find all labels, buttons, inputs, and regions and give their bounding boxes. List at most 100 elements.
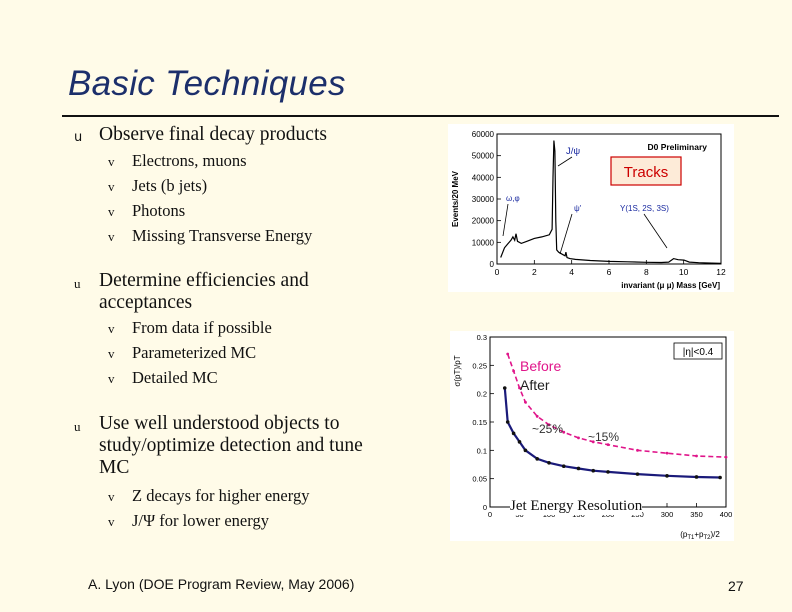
sub-list-efficiencies: v From data if possible v Parameterized MC…: [108, 316, 272, 391]
y-tick-label: 0.3: [477, 333, 487, 342]
annotation-15: ~15%: [588, 430, 619, 444]
x-tick-label: 400: [720, 510, 733, 519]
after-data-point: [535, 457, 539, 461]
list-item: v Parameterized MC: [108, 341, 272, 366]
before-data-point: [606, 443, 610, 447]
before-data-point: [562, 430, 566, 434]
jpsi-peak-label: J/ψ: [566, 146, 580, 157]
plot-frame: [496, 133, 722, 265]
after-data-point: [606, 470, 610, 474]
list-item: v Detailed MC: [108, 366, 272, 391]
x-tick-label: 0: [495, 267, 500, 277]
after-data-point: [635, 472, 640, 476]
eta-label: |η|<0.4: [683, 347, 714, 358]
tracks-box: [610, 156, 682, 186]
sub-list-observe: v Electrons, muons v Jets (b jets) v Photon…: [108, 149, 312, 249]
preliminary-label: D0 Preliminary: [647, 142, 707, 152]
list-item: v From data if possible: [108, 316, 272, 341]
x-tick-label: 4: [569, 267, 574, 277]
sub-bullet-icon: v: [108, 229, 115, 244]
list-item: v Electrons, muons: [108, 149, 312, 174]
x-tick-label: 6: [607, 267, 612, 277]
jpsi-arrow: [557, 156, 573, 167]
list-item: v J/Ψ for lower energy: [108, 509, 309, 534]
after-data-point: [547, 461, 551, 465]
x-axis-label: (pT1+pT2)/2: [680, 530, 720, 541]
x-tick-label: 0: [488, 510, 492, 519]
y-axis-label: Events/20 MeV: [451, 170, 460, 227]
bullet-efficiencies: u Determine efficiencies and acceptances: [74, 270, 359, 314]
before-data-point: [724, 455, 728, 459]
before-data-point: [512, 369, 515, 373]
y-tick-label: 0.1: [477, 446, 487, 455]
before-data-point: [636, 448, 639, 452]
y-tick-label: 40000: [472, 173, 495, 182]
before-data-point: [547, 423, 551, 427]
legend-after: After: [520, 377, 550, 393]
annotation-25: ~25%: [532, 422, 563, 436]
sub-bullet-icon: v: [108, 489, 115, 504]
after-data-point: [718, 475, 722, 480]
sub-bullet-icon: v: [108, 154, 115, 169]
x-axis-label: invariant (μ μ) Mass [GeV]: [621, 281, 720, 290]
after-data-point: [591, 468, 596, 473]
psi-prime-label: ψ': [574, 204, 582, 213]
list-item-text: J/Ψ for lower energy: [132, 511, 269, 530]
dimuon-mass-plot: 0 2 4 6 8 10 12 0 10000 20000 30000 40000 50000 60000…: [448, 124, 734, 292]
y-tick-label: 0: [483, 503, 487, 512]
upsilon-label: Υ(1S, 2S, 3S): [620, 204, 669, 213]
list-item: v Z decays for higher energy: [108, 484, 309, 509]
figure-caption: Jet Energy Resolution: [510, 498, 643, 515]
before-data-point: [524, 400, 527, 404]
after-data-point: [694, 475, 699, 479]
after-data-point: [665, 474, 669, 478]
x-tick-label: 12: [716, 267, 726, 277]
bullet-text: Use well understood objects to study/opt…: [99, 413, 363, 478]
y-tick-label: 50000: [472, 152, 495, 161]
y-tick-label: 0.25: [472, 361, 487, 370]
after-data-point: [523, 448, 528, 453]
sub-list-well-understood: v Z decays for higher energy v J/Ψ for low…: [108, 484, 309, 534]
list-item-text: Jets (b jets): [132, 176, 208, 195]
diamond-bullet-icon: u: [74, 130, 83, 145]
before-data-point: [591, 440, 595, 444]
dimuon-mass-chart: 0 2 4 6 8 10 12 0 10000 20000 30000 40000 50000 60000…: [451, 130, 726, 290]
list-item-text: Detailed MC: [132, 368, 218, 387]
eta-box: [673, 342, 723, 360]
series-line: [500, 140, 722, 264]
page-number: 27: [728, 578, 744, 594]
bullet-text: Determine efficiencies and acceptances: [99, 270, 309, 313]
before-data-point: [518, 386, 521, 390]
after-data-point: [505, 420, 510, 424]
list-item-text: Electrons, muons: [132, 151, 247, 170]
y-tick-label: 0.05: [472, 475, 487, 484]
after-data-point: [561, 464, 566, 468]
sub-bullet-icon: v: [108, 514, 115, 529]
upsilon-arrow: [643, 213, 668, 249]
y-tick-label: 20000: [472, 217, 495, 226]
before-data-point: [577, 436, 580, 440]
before-data-point: [695, 454, 698, 458]
x-tick-label: 10: [679, 267, 689, 277]
sub-bullet-icon: v: [108, 321, 115, 336]
after-data-point: [502, 386, 507, 390]
y-tick-label: 60000: [472, 130, 495, 139]
before-data-point: [535, 414, 539, 418]
y-tick-label: 0: [490, 260, 495, 269]
x-tick-label: 8: [644, 267, 649, 277]
x-tick-label: 350: [690, 510, 703, 519]
bullet-well-understood: u Use well understood objects to study/o…: [74, 413, 391, 479]
tracks-label: Tracks: [624, 164, 668, 181]
before-data-point: [665, 451, 669, 455]
x-tick-label: 2: [532, 267, 537, 277]
list-item-text: Parameterized MC: [132, 343, 257, 362]
diamond-bullet-icon: u: [74, 276, 81, 291]
list-item-text: From data if possible: [132, 318, 272, 337]
list-item-text: Photons: [132, 201, 186, 220]
y-tick-label: 0.2: [477, 390, 487, 399]
x-tick-label: 300: [661, 510, 674, 519]
list-item-text: Z decays for higher energy: [132, 486, 310, 505]
list-item: v Missing Transverse Energy: [108, 224, 312, 249]
sub-bullet-icon: v: [108, 346, 115, 361]
footer-text: A. Lyon (DOE Program Review, May 2006): [88, 576, 355, 592]
